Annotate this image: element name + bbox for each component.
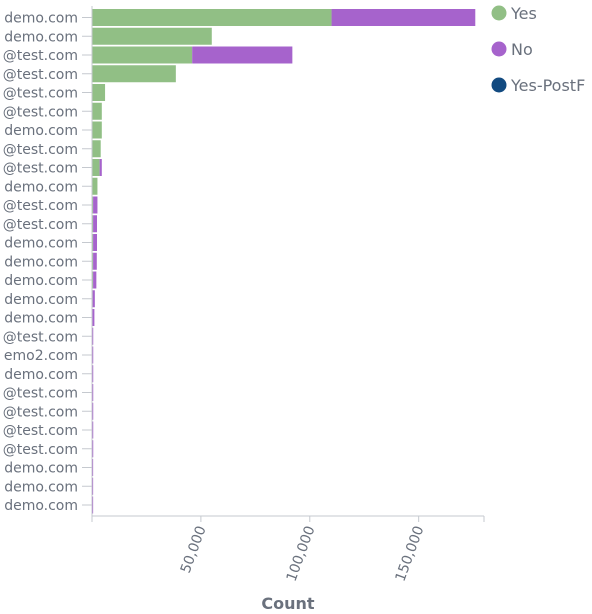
legend-label: No: [511, 40, 533, 59]
category-label: @test.com: [3, 442, 78, 458]
category-label: demo.com: [4, 11, 78, 27]
bar-segment-no[interactable]: [93, 196, 98, 214]
category-label: demo.com: [4, 292, 78, 308]
x-tick-label: 100,000: [284, 524, 319, 584]
bar-segment-yes[interactable]: [92, 271, 94, 289]
category-labels: demo.com demo.com @test.com @test.com @test.…: [3, 11, 92, 514]
bar-segment-yes[interactable]: [92, 9, 332, 26]
category-label: demo.com: [4, 367, 78, 383]
category-label: @test.com: [3, 161, 78, 177]
category-label: @test.com: [3, 329, 78, 345]
category-label: @test.com: [3, 104, 78, 120]
legend-item[interactable]: Yes-PostF: [491, 76, 586, 95]
category-label: @test.com: [3, 198, 78, 214]
bar-segment-no[interactable]: [92, 365, 94, 383]
legend-item[interactable]: No: [491, 40, 533, 59]
bar-segment-yes[interactable]: [92, 27, 212, 45]
category-label: demo.com: [4, 479, 78, 495]
bar-segment-yes[interactable]: [92, 84, 106, 101]
x-axis-title: Count: [261, 594, 315, 613]
category-label: @test.com: [3, 386, 78, 402]
category-label: demo.com: [4, 179, 78, 195]
bar-segment-yes[interactable]: [92, 121, 102, 139]
x-axis: 50,000 100,000 150,000: [91, 6, 485, 584]
bar-segment-yes[interactable]: [92, 159, 100, 176]
bar-segment-no[interactable]: [92, 290, 95, 308]
bar-segment-no[interactable]: [93, 215, 98, 233]
bar-segment-no[interactable]: [331, 9, 476, 26]
category-label: @test.com: [3, 142, 78, 158]
bar-segment-no[interactable]: [93, 234, 98, 251]
legend: Yes No Yes-PostF: [491, 4, 586, 95]
category-label: demo.com: [4, 29, 78, 45]
bar-segment-no[interactable]: [92, 384, 94, 401]
bar-segment-yes[interactable]: [92, 252, 94, 270]
bar-segment-no[interactable]: [92, 459, 94, 476]
category-label: demo.com: [4, 273, 78, 289]
legend-label: Yes-PostF: [510, 76, 585, 95]
bar-segment-no[interactable]: [92, 496, 94, 514]
category-label: @test.com: [3, 404, 78, 420]
legend-swatch: [491, 5, 507, 21]
bar-segment-no[interactable]: [92, 327, 94, 345]
category-label: demo.com: [4, 498, 78, 514]
category-label: @test.com: [3, 86, 78, 102]
bars: [92, 9, 476, 514]
bar-segment-yes[interactable]: [92, 102, 102, 120]
x-tick-label: 150,000: [393, 524, 428, 584]
legend-label: Yes: [510, 4, 537, 23]
x-ticks: 50,000 100,000 150,000: [91, 516, 485, 584]
bar-segment-no[interactable]: [92, 477, 94, 495]
bar-segment-yes[interactable]: [92, 215, 94, 233]
category-label: @test.com: [3, 67, 78, 83]
bar-segment-yes[interactable]: [92, 65, 176, 83]
bar-segment-no[interactable]: [92, 309, 95, 326]
bar-segment-no[interactable]: [192, 46, 293, 64]
bar-segment-no[interactable]: [99, 159, 102, 176]
bar-segment-no[interactable]: [92, 440, 94, 458]
category-label: demo.com: [4, 461, 78, 477]
bar-segment-no[interactable]: [93, 271, 97, 289]
category-label: demo.com: [4, 236, 78, 252]
bar-segment-no[interactable]: [92, 346, 94, 364]
legend-swatch: [491, 77, 507, 93]
bar-segment-yes[interactable]: [92, 46, 193, 64]
legend-item[interactable]: Yes: [491, 4, 537, 23]
category-label: demo.com: [4, 123, 78, 139]
bar-segment-yes[interactable]: [92, 196, 94, 214]
bar-segment-yes[interactable]: [92, 177, 98, 195]
bar-segment-yes[interactable]: [92, 140, 101, 158]
legend-swatch: [491, 41, 507, 57]
bar-segment-yes[interactable]: [92, 234, 94, 251]
category-label: emo2.com: [4, 348, 78, 364]
bar-segment-no[interactable]: [92, 421, 94, 439]
bar-segment-no[interactable]: [93, 252, 97, 270]
category-label: @test.com: [3, 423, 78, 439]
bar-segment-no[interactable]: [92, 402, 94, 420]
x-tick-label: 50,000: [178, 524, 210, 576]
category-label: @test.com: [3, 217, 78, 233]
category-label: @test.com: [3, 48, 78, 64]
category-label: demo.com: [4, 311, 78, 327]
category-label: demo.com: [4, 254, 78, 270]
